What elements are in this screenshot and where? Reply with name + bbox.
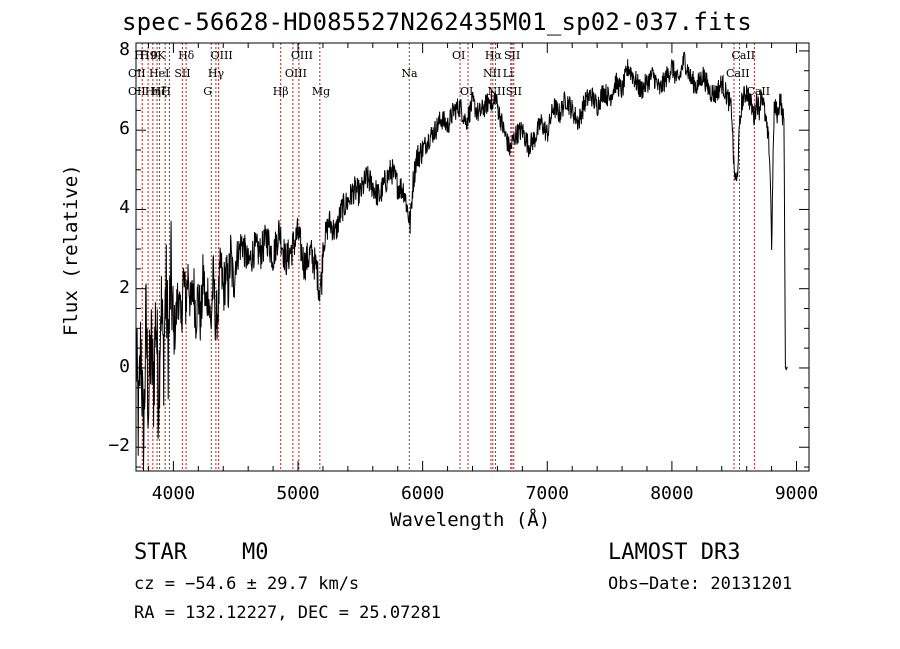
obs-date: Obs−Date: 20131201 — [608, 574, 793, 594]
line-marker-label: H10 — [134, 49, 158, 62]
axis-ticks — [136, 43, 809, 471]
x-tick-label: 5000 — [276, 483, 320, 504]
object-subclass: M0 — [242, 540, 269, 565]
line-marker-label: Hζ — [151, 85, 168, 98]
redshift-info: cz = −54.6 ± 29.7 km/s — [134, 574, 360, 594]
line-marker-label: SII — [174, 67, 191, 80]
line-marker-label: OIII — [284, 67, 307, 80]
survey-name: LAMOST DR3 — [608, 540, 741, 565]
line-marker-label: H9 — [140, 49, 157, 62]
line-marker-label: Hγ — [207, 67, 225, 80]
line-marker-label: Li — [502, 67, 514, 80]
line-marker-label: HeI — [149, 67, 170, 80]
line-marker-label: OII — [128, 67, 146, 80]
y-tick-label: 4 — [119, 197, 130, 219]
y-tick-label: 2 — [119, 276, 130, 298]
y-axis-label: Flux (relative) — [60, 164, 82, 336]
coordinates: RA = 132.12227, DEC = 25.07281 — [134, 603, 442, 623]
line-marker-label: Na — [401, 67, 418, 80]
line-marker-label: OI — [460, 85, 474, 98]
line-marker-label: Hα — [484, 49, 502, 62]
x-tick-label: 8000 — [650, 483, 694, 504]
line-marker-label: SII — [505, 85, 522, 98]
y-tick-label: 6 — [119, 118, 130, 140]
line-marker-label: H — [161, 85, 171, 98]
line-marker-label: K — [157, 49, 166, 62]
line-marker-label: NII — [487, 85, 506, 98]
x-tick-label: 9000 — [774, 483, 819, 504]
line-marker-label: Mg — [311, 85, 331, 98]
x-tick-label: 4000 — [151, 483, 196, 504]
x-tick-label: 6000 — [400, 483, 445, 504]
line-marker-label: CaII — [725, 67, 750, 80]
chart-title: spec-56628-HD085527N262435M01_sp02-037.f… — [122, 8, 752, 36]
x-axis-label: Wavelength (Å) — [390, 509, 551, 531]
line-marker-label: SII — [504, 49, 521, 62]
spectrum-series — [135, 51, 788, 472]
x-tick-label: 7000 — [525, 483, 569, 504]
object-class: STAR — [134, 540, 187, 565]
line-marker-label: Hβ — [272, 85, 289, 98]
line-marker-label: NII — [482, 67, 502, 80]
line-marker-label: OII — [128, 85, 146, 98]
spectral-line-markers — [141, 43, 755, 471]
y-tick-label: 8 — [119, 38, 130, 60]
line-marker-label: OIII — [290, 49, 313, 62]
line-marker-label: G — [203, 85, 213, 98]
line-marker-label: OIII — [210, 49, 233, 62]
spectrum-line — [135, 51, 788, 472]
line-marker-label: OI — [452, 49, 466, 62]
line-marker-label: Hδ — [178, 49, 195, 62]
line-marker-label: Hη — [144, 85, 161, 98]
y-tick-label: 0 — [119, 355, 130, 377]
y-tick-label: −2 — [108, 435, 130, 457]
line-marker-label: CaII — [746, 85, 771, 98]
line-marker-label: CaII — [731, 49, 756, 62]
